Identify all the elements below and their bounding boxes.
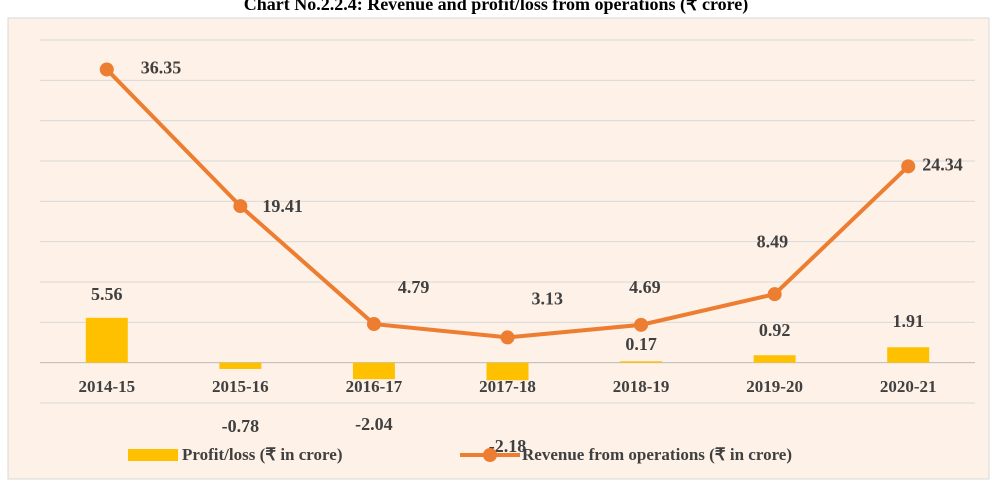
legend-swatch (483, 448, 497, 462)
data-label: 5.56 (91, 284, 123, 304)
line-marker (233, 199, 248, 214)
line-marker (99, 62, 114, 77)
legend-swatch (128, 449, 178, 461)
x-tick-label: 2014-15 (78, 377, 135, 396)
bar (753, 355, 796, 363)
x-tick-label: 2015-16 (212, 377, 269, 396)
data-label: 1.91 (892, 311, 924, 331)
bar (620, 361, 663, 363)
data-label: -0.78 (222, 416, 260, 436)
line-marker (366, 317, 381, 332)
data-label: 8.49 (757, 231, 789, 251)
bar (219, 362, 262, 369)
x-tick-label: 2017-18 (479, 377, 536, 396)
bar (887, 347, 930, 363)
x-tick-label: 2020-21 (880, 377, 937, 396)
data-label: 0.17 (625, 334, 657, 354)
data-label: -2.04 (355, 414, 393, 434)
line-marker (901, 159, 916, 174)
data-label: 0.92 (759, 320, 791, 340)
chart-title: Chart No.2.2.4: Revenue and profit/loss … (244, 0, 749, 15)
data-label: 3.13 (532, 289, 564, 309)
data-label: -2.18 (489, 436, 527, 456)
line-marker (767, 287, 782, 302)
data-label: 24.34 (922, 154, 963, 174)
chart-area (7, 17, 990, 480)
x-tick-label: 2019-20 (746, 377, 803, 396)
x-tick-label: 2016-17 (346, 377, 403, 396)
bar (486, 362, 529, 381)
line-marker (500, 330, 515, 345)
bar (85, 317, 128, 363)
bar (352, 362, 395, 380)
line-marker (634, 317, 649, 332)
data-label: 36.35 (141, 58, 182, 78)
legend-label: Profit/loss (₹ in crore) (182, 445, 342, 464)
data-label: 19.41 (262, 196, 303, 216)
data-label: 4.79 (398, 277, 430, 297)
legend-label: Revenue from operations (₹ in crore) (522, 445, 792, 464)
data-label: 4.69 (629, 277, 661, 297)
x-tick-label: 2018-19 (613, 377, 670, 396)
